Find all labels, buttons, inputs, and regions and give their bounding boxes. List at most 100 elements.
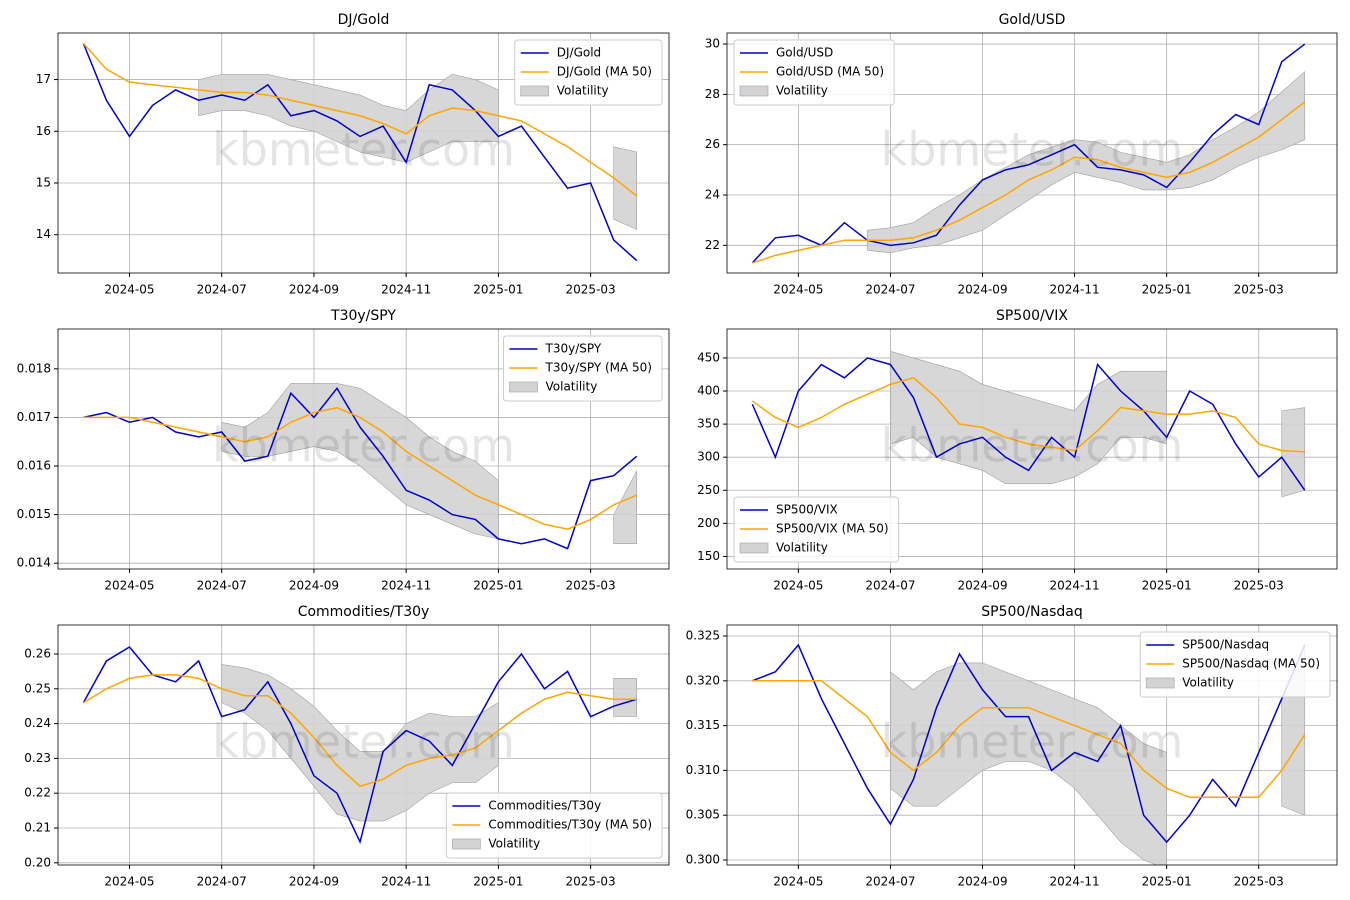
y-tick-label: 22 [705, 238, 720, 252]
plot-area [82, 646, 638, 845]
legend-box [733, 39, 895, 106]
series-line [82, 674, 637, 788]
series-line [752, 643, 1306, 844]
series-line [751, 357, 1306, 491]
y-tick-label: 14 [36, 227, 51, 241]
x-tick-label: 2024-05 [104, 875, 154, 889]
legend-swatch [520, 85, 550, 97]
x-tick-label: 2024-09 [957, 579, 1007, 593]
y-tick-label: 0.22 [24, 786, 51, 800]
axes-frame [726, 624, 1338, 866]
x-tick-label: 2024-09 [957, 283, 1007, 297]
watermark: kbmeter.com [212, 419, 515, 473]
x-tick-label: 2024-07 [197, 875, 247, 889]
y-tick-label: 24 [705, 188, 720, 202]
legend-label: Volatility [557, 84, 609, 98]
x-tick-label: 2025-01 [473, 283, 523, 297]
series-line [82, 42, 638, 197]
volatility-band [890, 662, 1167, 865]
axes-frame [726, 32, 1338, 274]
y-tick-label: 26 [705, 137, 720, 151]
series-line [83, 406, 638, 530]
legend-label: SP500/VIX (MA 50) [776, 522, 889, 536]
y-tick-label: 28 [705, 87, 720, 101]
y-tick-label: 150 [697, 549, 720, 563]
legend-label: Commodities/T30y [488, 799, 601, 813]
series-line [751, 376, 1305, 453]
y-tick-label: 0.305 [686, 808, 720, 822]
x-tick-label: 2024-11 [381, 283, 431, 297]
legend-label: T30y/SPY [545, 342, 602, 356]
y-tick-label: 0.014 [17, 556, 51, 570]
plot-area [82, 42, 638, 262]
x-tick-label: 2024-07 [197, 283, 247, 297]
legend: SP500/Nasdaq SP500/Nasdaq (MA 50) Volatili… [1139, 631, 1331, 698]
y-tick-label: 0.21 [24, 821, 51, 835]
legend-box [445, 792, 663, 859]
volatility-band [221, 664, 499, 822]
x-tick-label: 2024-09 [289, 579, 339, 593]
volatility-band [613, 678, 638, 717]
plot-area [751, 350, 1306, 498]
legend-swatch [509, 381, 538, 393]
x-tick-label: 2024-05 [104, 283, 154, 297]
y-tick-label: 0.018 [17, 361, 51, 375]
legend-label: Volatility [546, 380, 598, 394]
legend-box [733, 496, 900, 563]
watermark: kbmeter.com [881, 123, 1184, 177]
legend: Commodities/T30y Commodities/T30y (MA 50)… [445, 792, 663, 859]
plot-area [751, 43, 1306, 264]
x-tick-label: 2025-01 [473, 579, 523, 593]
legend-label: Commodities/T30y (MA 50) [488, 818, 652, 832]
legend: Gold/USD Gold/USD (MA 50) Volatility [733, 39, 895, 106]
y-tick-label: 15 [36, 176, 51, 190]
y-tick-label: 16 [36, 124, 51, 138]
y-tick-label: 0.015 [17, 507, 51, 521]
volatility-band [613, 146, 638, 231]
series-line [82, 43, 638, 262]
axes-frame [57, 624, 670, 866]
watermark: kbmeter.com [212, 715, 515, 769]
volatility-band [890, 350, 1167, 484]
legend-swatch [739, 85, 769, 97]
y-tick-label: 17 [36, 72, 51, 86]
y-tick-label: 0.310 [686, 763, 720, 777]
series-line [83, 386, 638, 550]
x-tick-label: 2025-03 [1234, 283, 1284, 297]
legend-box [503, 335, 663, 402]
x-tick-label: 2025-01 [1142, 579, 1192, 593]
watermark: kbmeter.com [212, 123, 515, 177]
axes-frame [57, 328, 670, 570]
plot-area [83, 383, 638, 550]
y-tick-label: 30 [705, 37, 720, 51]
legend-label: Gold/USD [776, 46, 833, 60]
series-line [752, 101, 1306, 264]
legend-label: Volatility [488, 837, 540, 851]
volatility-band [867, 71, 1306, 254]
legend-label: Gold/USD (MA 50) [776, 65, 884, 79]
x-tick-label: 2024-05 [773, 283, 823, 297]
x-tick-label: 2025-01 [1142, 875, 1192, 889]
x-tick-label: 2025-01 [473, 875, 523, 889]
x-tick-label: 2024-05 [773, 579, 823, 593]
x-tick-label: 2024-09 [957, 875, 1007, 889]
y-tick-label: 0.20 [24, 855, 51, 869]
watermark: kbmeter.com [881, 715, 1184, 769]
legend-label: Volatility [776, 84, 828, 98]
x-tick-label: 2024-09 [289, 875, 339, 889]
legend-label: DJ/Gold (MA 50) [557, 65, 652, 79]
legend-label: SP500/Nasdaq [1182, 638, 1269, 652]
legend-label: SP500/Nasdaq (MA 50) [1182, 657, 1320, 671]
x-tick-label: 2025-03 [1234, 579, 1284, 593]
y-tick-label: 0.300 [686, 852, 720, 866]
y-tick-label: 0.23 [24, 751, 51, 765]
series-line [82, 646, 637, 845]
chart-title: SP500/VIX [996, 308, 1068, 324]
y-tick-label: 0.26 [24, 646, 51, 660]
axes-frame [726, 328, 1338, 570]
legend-label: SP500/VIX [776, 503, 838, 517]
x-tick-label: 2024-11 [381, 579, 431, 593]
y-tick-label: 400 [697, 384, 720, 398]
y-tick-label: 0.017 [17, 410, 51, 424]
